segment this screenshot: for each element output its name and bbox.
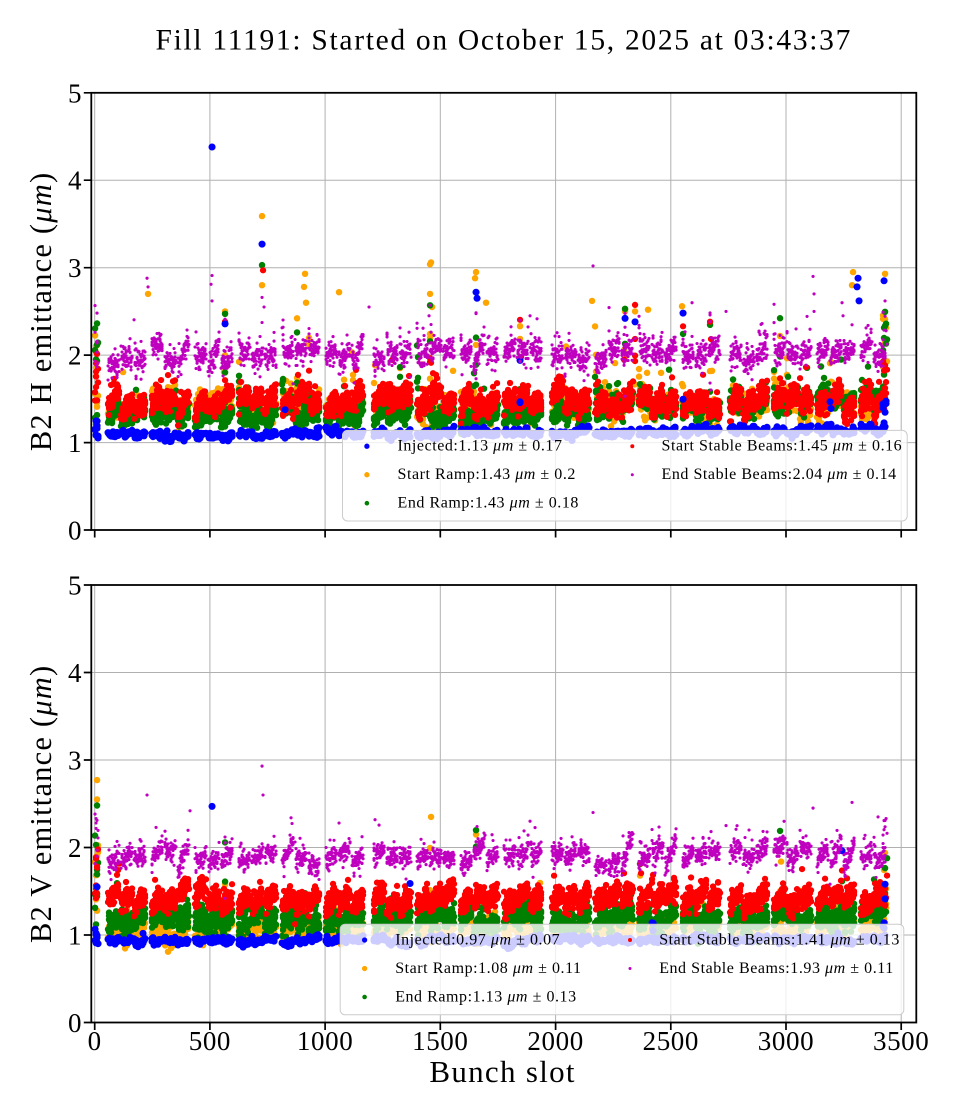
- svg-text:2: 2: [68, 341, 82, 371]
- svg-text:5: 5: [68, 78, 82, 108]
- svg-text:B2 H emittance (μm): B2 H emittance (μm): [24, 172, 58, 452]
- svg-text:3500: 3500: [873, 1026, 929, 1056]
- svg-text:2000: 2000: [527, 1026, 583, 1056]
- svg-text:Injected:1.13 μm ± 0.17: Injected:1.13 μm ± 0.17: [398, 438, 563, 455]
- svg-text:End Ramp:1.43 μm ± 0.18: End Ramp:1.43 μm ± 0.18: [398, 495, 579, 512]
- svg-text:Fill 11191: Started on October: Fill 11191: Started on October 15, 2025 …: [156, 25, 853, 57]
- svg-text:Start Stable Beams:1.41 μm ± 0: Start Stable Beams:1.41 μm ± 0.13: [659, 932, 900, 949]
- svg-text:End Stable Beams:1.93 μm ± 0.1: End Stable Beams:1.93 μm ± 0.11: [659, 960, 894, 977]
- svg-text:End Ramp:1.13 μm ± 0.13: End Ramp:1.13 μm ± 0.13: [395, 989, 576, 1006]
- svg-text:3: 3: [68, 253, 82, 283]
- svg-text:0: 0: [68, 516, 82, 546]
- svg-text:1000: 1000: [297, 1026, 353, 1056]
- svg-text:0: 0: [88, 1026, 102, 1056]
- svg-text:B2 V emittance (μm): B2 V emittance (μm): [24, 665, 58, 943]
- svg-text:2500: 2500: [643, 1026, 699, 1056]
- svg-text:1: 1: [68, 921, 82, 951]
- svg-text:End Stable Beams:2.04 μm ± 0.1: End Stable Beams:2.04 μm ± 0.14: [662, 466, 897, 483]
- svg-text:Injected:0.97 μm ± 0.07: Injected:0.97 μm ± 0.07: [395, 932, 560, 949]
- svg-text:3000: 3000: [758, 1026, 814, 1056]
- svg-text:4: 4: [68, 658, 82, 688]
- svg-text:500: 500: [189, 1026, 231, 1056]
- svg-text:5: 5: [68, 571, 82, 601]
- svg-text:Start Stable Beams:1.45 μm ± 0: Start Stable Beams:1.45 μm ± 0.16: [662, 438, 903, 455]
- svg-text:Start Ramp:1.43 μm ± 0.2: Start Ramp:1.43 μm ± 0.2: [398, 466, 576, 483]
- svg-text:3: 3: [68, 746, 82, 776]
- svg-text:Start Ramp:1.08 μm ± 0.11: Start Ramp:1.08 μm ± 0.11: [395, 960, 581, 977]
- svg-text:0: 0: [68, 1008, 82, 1038]
- svg-text:2: 2: [68, 833, 82, 863]
- svg-text:4: 4: [68, 166, 82, 196]
- svg-text:1: 1: [68, 428, 82, 458]
- svg-text:1500: 1500: [412, 1026, 468, 1056]
- svg-text:Bunch slot: Bunch slot: [429, 1054, 575, 1089]
